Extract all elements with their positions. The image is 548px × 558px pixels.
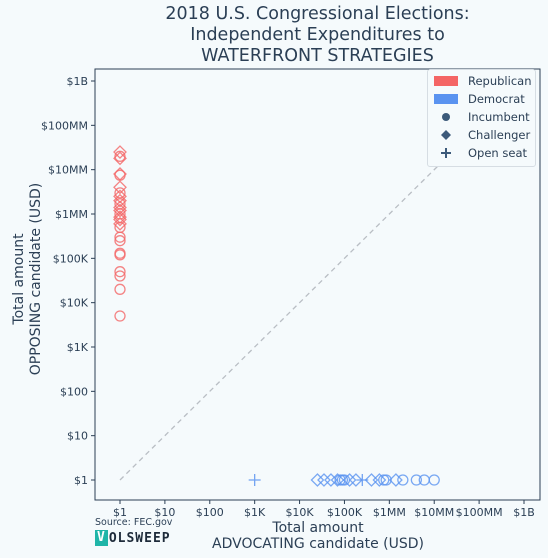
x-tick-label: $1B [513, 506, 535, 519]
legend-item-incumbent: Incumbent [428, 108, 535, 126]
data-point-challenger [113, 203, 127, 218]
legend-item-democrat: Democrat [428, 90, 535, 108]
data-point-challenger [348, 473, 363, 487]
data-point-challenger [113, 180, 127, 195]
logo-wordmark: OLSWEEP [108, 530, 171, 546]
legend-label-incumbent: Incumbent [468, 110, 530, 124]
data-point-incumbent [114, 310, 126, 322]
data-point-incumbent [114, 270, 126, 282]
volsweep-logo: V OLSWEEP [95, 530, 171, 546]
x-tick-label: $10 [154, 506, 175, 519]
data-point-challenger [388, 473, 403, 487]
y-axis-label-line-1: Total amount [11, 233, 27, 325]
chart-title: 2018 U.S. Congressional Elections: Indep… [95, 4, 540, 67]
y-tick-label: $1B [66, 75, 88, 88]
y-tick-label: $100K [53, 252, 89, 265]
logo-mark: V [95, 530, 108, 546]
y-axis-label-line-2: OPPOSING candidate (USD) [28, 182, 44, 376]
parity-reference-line [119, 80, 525, 481]
legend-label-republican: Republican [468, 74, 532, 88]
y-tick-label: $100 [60, 385, 88, 398]
data-point-challenger [317, 473, 331, 487]
data-point-incumbent [114, 187, 126, 199]
x-tick-label: $100K [327, 506, 363, 519]
x-axis-label-line-2: ADVOCATING candidate (USD) [212, 536, 424, 552]
data-point-incumbent [380, 474, 392, 486]
data-point-challenger [113, 210, 127, 225]
x-tick-label: $1 [113, 506, 127, 519]
diamond-icon [441, 130, 451, 140]
data-point-challenger [113, 151, 127, 166]
data-point-challenger [372, 473, 387, 487]
chart-title-line-3: WATERFRONT STRATEGIES [201, 46, 434, 66]
plus-icon [441, 148, 451, 158]
data-point-incumbent [114, 249, 126, 261]
legend-label-democrat: Democrat [468, 92, 525, 106]
legend-patch-democrat [434, 94, 458, 104]
y-tick-label: $10 [67, 430, 88, 443]
chart-title-line-2: Independent Expenditures to [190, 25, 445, 45]
y-tick-label: $10MM [48, 164, 88, 177]
data-point-incumbent [428, 474, 440, 486]
x-tick-label: $100MM [456, 506, 503, 519]
data-point-open-seat [248, 474, 261, 486]
x-tick-label: $100 [196, 506, 224, 519]
y-tick-label: $1K [67, 341, 89, 354]
y-tick-label: $1 [74, 474, 88, 487]
legend-item-challenger: Challenger [428, 126, 535, 144]
legend-label-open-seat: Open seat [468, 146, 527, 160]
data-point-challenger [113, 212, 127, 227]
data-point-incumbent [114, 231, 126, 243]
data-point-challenger [310, 473, 325, 487]
y-axis-label: Total amount OPPOSING candidate (USD) [11, 183, 45, 376]
data-point-incumbent [114, 266, 126, 278]
data-point-incumbent [114, 169, 126, 181]
legend-item-republican: Republican [428, 72, 535, 90]
plot-frame [94, 68, 541, 501]
data-point-incumbent [114, 150, 126, 162]
y-tick-label: $100MM [41, 119, 88, 132]
data-point-challenger [342, 473, 357, 487]
data-point-incumbent [410, 474, 423, 486]
data-point-incumbent [378, 474, 390, 486]
y-tick-label: $1MM [55, 208, 88, 221]
chart-title-line-1: 2018 U.S. Congressional Elections: [165, 4, 470, 24]
data-point-incumbent [397, 474, 409, 486]
data-point-incumbent [114, 208, 126, 220]
data-point-challenger [113, 216, 127, 231]
x-tick-label: $10MM [414, 506, 454, 519]
legend-label-challenger: Challenger [468, 128, 531, 142]
circle-icon [442, 113, 450, 121]
data-point-challenger [113, 193, 127, 208]
data-point-incumbent [114, 283, 126, 295]
data-point-challenger [113, 145, 127, 159]
x-axis-label-line-1: Total amount [272, 520, 364, 536]
source-note: Source: FEC.gov [95, 517, 173, 528]
x-tick-label: $1MM [373, 506, 406, 519]
legend-patch-republican [434, 76, 458, 86]
x-axis-label: Total amount ADVOCATING candidate (USD) [212, 520, 424, 552]
legend: Republican Democrat Incumbent Challenger… [427, 69, 536, 167]
y-tick-label: $10K [60, 297, 89, 310]
data-point-incumbent [114, 235, 126, 247]
x-tick-label: $1K [244, 506, 266, 519]
x-tick-label: $10K [285, 506, 314, 519]
legend-item-open-seat: Open seat [428, 144, 535, 162]
data-point-challenger [330, 473, 345, 487]
